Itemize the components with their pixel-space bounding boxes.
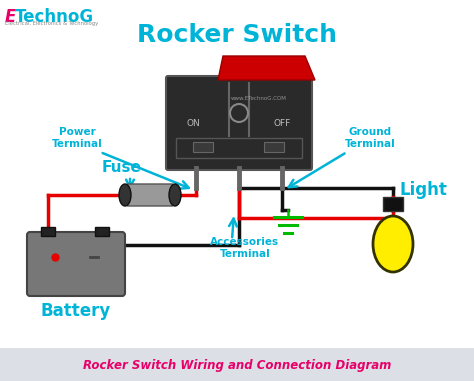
FancyBboxPatch shape — [41, 227, 55, 236]
Text: Power
Terminal: Power Terminal — [52, 127, 102, 149]
FancyBboxPatch shape — [383, 197, 403, 211]
Ellipse shape — [119, 184, 131, 206]
FancyBboxPatch shape — [166, 76, 312, 170]
Text: Ground
Terminal: Ground Terminal — [345, 127, 395, 149]
FancyBboxPatch shape — [27, 232, 125, 296]
Text: Battery: Battery — [41, 302, 111, 320]
Text: Fuse: Fuse — [102, 160, 142, 174]
FancyBboxPatch shape — [0, 348, 474, 381]
Text: Rocker Switch: Rocker Switch — [137, 23, 337, 47]
Text: ON: ON — [186, 118, 200, 128]
Polygon shape — [218, 56, 315, 80]
Text: Accessories
Terminal: Accessories Terminal — [210, 237, 280, 259]
Text: Light: Light — [399, 181, 447, 199]
FancyBboxPatch shape — [193, 142, 213, 152]
Text: TechnoG: TechnoG — [15, 8, 94, 26]
FancyBboxPatch shape — [127, 184, 173, 206]
FancyBboxPatch shape — [264, 142, 284, 152]
Text: Rocker Switch Wiring and Connection Diagram: Rocker Switch Wiring and Connection Diag… — [83, 359, 391, 371]
Text: www.ETechnoG.COM: www.ETechnoG.COM — [231, 96, 287, 101]
Text: OFF: OFF — [273, 118, 291, 128]
Text: E: E — [5, 8, 17, 26]
Text: Electrical, Electronics & Technology: Electrical, Electronics & Technology — [5, 21, 98, 26]
FancyBboxPatch shape — [95, 227, 109, 236]
Ellipse shape — [373, 216, 413, 272]
Ellipse shape — [169, 184, 181, 206]
